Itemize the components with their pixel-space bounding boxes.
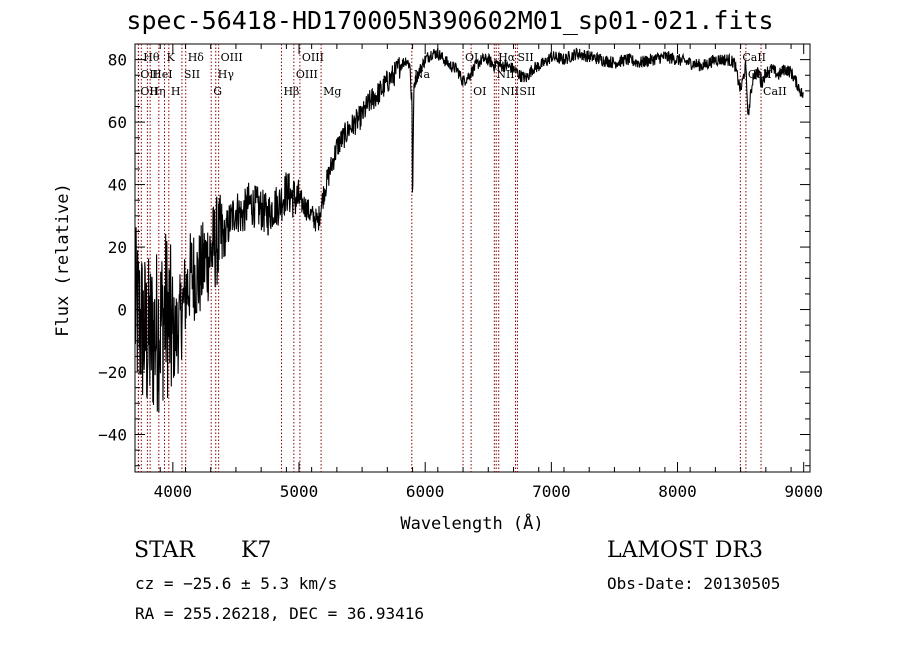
line-marker-label: K	[167, 51, 176, 64]
coordinates: RA = 255.26218, DEC = 36.93416	[135, 604, 424, 623]
line-marker-label: Mg	[323, 85, 341, 98]
y-axis-label: Flux (relative)	[53, 183, 73, 337]
line-marker-label: H	[171, 85, 181, 98]
y-tick-label: 60	[108, 113, 127, 132]
y-tick-label: 40	[108, 176, 127, 195]
line-marker-label: OI	[473, 85, 486, 98]
y-tick-label: −20	[98, 363, 127, 382]
x-tick-label: 4000	[154, 482, 193, 501]
line-marker-label: Hγ	[218, 68, 235, 81]
subclass: K7	[241, 538, 272, 563]
x-tick-label: 9000	[784, 482, 823, 501]
line-marker-label: OIII	[302, 51, 324, 64]
line-marker-label: OIII	[296, 68, 318, 81]
survey-name: LAMOST DR3	[607, 538, 763, 563]
chart-title: spec-56418-HD170005N390602M01_sp01-021.f…	[126, 6, 774, 35]
object-class: STAR	[134, 538, 195, 563]
line-marker-label: HeI	[152, 68, 172, 81]
x-tick-label: 8000	[658, 482, 697, 501]
x-tick-label: 5000	[280, 482, 319, 501]
line-marker-label: OII	[140, 68, 158, 81]
y-tick-label: 80	[108, 51, 127, 70]
line-marker-label: OII	[140, 85, 158, 98]
line-marker-label: G	[213, 85, 222, 98]
spectrum-line	[134, 47, 804, 413]
line-marker-label: Hδ	[188, 51, 205, 64]
line-marker-label: Hη	[149, 85, 165, 98]
line-marker-label: CaII	[742, 51, 766, 64]
axes-frame	[134, 43, 811, 473]
x-tick-label: 7000	[532, 482, 571, 501]
line-marker-label: CaII	[763, 85, 787, 98]
x-tick-label: 6000	[406, 482, 445, 501]
line-marker-label: Hα	[498, 51, 516, 64]
redshift-cz: cz = −25.6 ± 5.3 km/s	[135, 574, 338, 593]
line-marker-label: SII	[519, 85, 535, 98]
obs-date: Obs-Date: 20130505	[607, 574, 781, 593]
line-markers: HθOIIOIIHηHeIKHSIIHδGHγOIIIHβOIIIOIIIMgN…	[137, 44, 787, 472]
y-tick-label: 0	[117, 301, 127, 320]
line-marker-label: SII	[184, 68, 200, 81]
line-marker-label: SII	[518, 51, 534, 64]
axis-ticks: 4000 5000 6000 7000 8000 9000 −40 −20 0 20 40 60 80	[98, 44, 823, 501]
x-axis-label: Wavelength (Å)	[400, 512, 543, 534]
y-tick-label: −40	[98, 426, 127, 445]
line-marker-label: OIII	[221, 51, 243, 64]
line-marker-label: NII	[501, 85, 519, 98]
line-marker-label: Hβ	[283, 85, 299, 98]
y-tick-label: 20	[108, 238, 127, 257]
line-marker-label: Hθ	[143, 51, 160, 64]
line-marker-label: NII	[496, 68, 514, 81]
